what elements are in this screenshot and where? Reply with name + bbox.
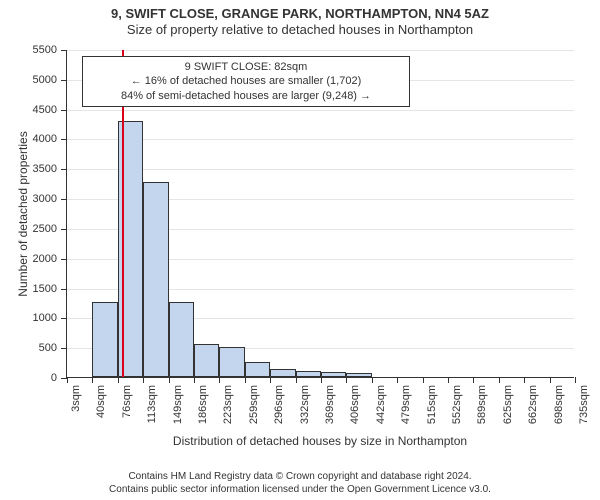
footer-line: Contains public sector information licen…: [0, 484, 600, 497]
x-axis-label: Distribution of detached houses by size …: [66, 434, 574, 448]
x-tick-label: 369sqm: [324, 385, 336, 424]
x-tick-mark: [473, 377, 474, 383]
x-tick-label: 149sqm: [172, 385, 184, 424]
x-tick-label: 698sqm: [553, 385, 565, 424]
x-tick-label: 552sqm: [451, 385, 463, 424]
y-tick-label: 2000: [33, 253, 67, 265]
y-tick-label: 3000: [33, 193, 67, 205]
x-tick-mark: [118, 377, 119, 383]
x-tick-label: 662sqm: [527, 385, 539, 424]
chart-subtitle: Size of property relative to detached ho…: [0, 22, 600, 38]
x-tick-label: 625sqm: [502, 385, 514, 424]
histogram-bar: [169, 302, 194, 377]
footer-line: Contains HM Land Registry data © Crown c…: [0, 471, 600, 484]
annotation-line: ← 16% of detached houses are smaller (1,…: [91, 74, 401, 88]
annotation-line: 84% of semi-detached houses are larger (…: [91, 89, 401, 103]
x-tick-label: 113sqm: [146, 385, 158, 423]
x-tick-mark: [321, 377, 322, 383]
y-tick-label: 2500: [33, 223, 67, 235]
x-tick-mark: [270, 377, 271, 383]
x-tick-label: 76sqm: [121, 385, 133, 418]
histogram-bar: [346, 373, 371, 377]
histogram-bar: [270, 369, 295, 377]
y-tick-label: 4500: [33, 104, 67, 116]
x-tick-mark: [423, 377, 424, 383]
x-tick-mark: [524, 377, 525, 383]
x-tick-label: 515sqm: [426, 385, 438, 424]
x-tick-mark: [448, 377, 449, 383]
x-tick-label: 296sqm: [273, 385, 285, 424]
y-tick-label: 500: [39, 342, 67, 354]
y-tick-label: 5000: [33, 74, 67, 86]
x-tick-mark: [372, 377, 373, 383]
x-tick-mark: [92, 377, 93, 383]
x-tick-label: 589sqm: [476, 385, 488, 424]
x-tick-mark: [245, 377, 246, 383]
x-tick-label: 259sqm: [248, 385, 260, 424]
histogram-bar: [194, 344, 219, 377]
x-tick-label: 442sqm: [375, 385, 387, 424]
gridline: [67, 110, 574, 111]
histogram-bar: [296, 371, 321, 377]
x-tick-mark: [346, 377, 347, 383]
x-tick-label: 479sqm: [400, 385, 412, 424]
histogram-bar: [143, 182, 168, 377]
x-tick-mark: [219, 377, 220, 383]
x-tick-label: 735sqm: [578, 385, 590, 424]
x-tick-mark: [143, 377, 144, 383]
y-axis-label: Number of detached properties: [16, 131, 30, 296]
x-tick-mark: [296, 377, 297, 383]
x-tick-mark: [397, 377, 398, 383]
x-tick-mark: [550, 377, 551, 383]
x-tick-mark: [575, 377, 576, 383]
x-tick-label: 406sqm: [349, 385, 361, 424]
x-tick-mark: [169, 377, 170, 383]
footer-attribution: Contains HM Land Registry data © Crown c…: [0, 471, 600, 496]
x-tick-mark: [194, 377, 195, 383]
chart-title: 9, SWIFT CLOSE, GRANGE PARK, NORTHAMPTON…: [0, 0, 600, 22]
y-tick-label: 0: [51, 372, 67, 384]
histogram-bar: [92, 302, 117, 377]
y-tick-label: 4000: [33, 133, 67, 145]
y-tick-label: 3500: [33, 163, 67, 175]
x-tick-mark: [499, 377, 500, 383]
y-tick-label: 5500: [33, 44, 67, 56]
histogram-bar: [245, 362, 270, 377]
x-tick-label: 40sqm: [95, 385, 107, 418]
x-tick-label: 223sqm: [222, 385, 234, 424]
y-tick-label: 1000: [33, 312, 67, 324]
gridline: [67, 50, 574, 51]
annotation-line: 9 SWIFT CLOSE: 82sqm: [91, 60, 401, 74]
x-tick-mark: [67, 377, 68, 383]
histogram-bar: [321, 372, 346, 377]
x-tick-label: 186sqm: [197, 385, 209, 424]
annotation-box: 9 SWIFT CLOSE: 82sqm ← 16% of detached h…: [82, 56, 410, 107]
x-tick-label: 3sqm: [70, 385, 82, 412]
histogram-bar: [219, 347, 244, 377]
y-tick-label: 1500: [33, 283, 67, 295]
x-tick-label: 332sqm: [299, 385, 311, 424]
